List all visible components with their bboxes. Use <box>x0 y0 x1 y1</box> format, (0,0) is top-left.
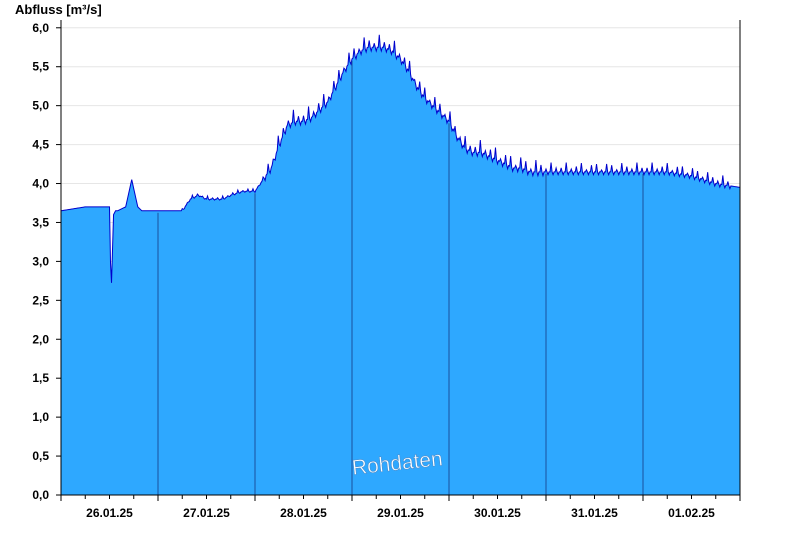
x-tick-label: 30.01.25 <box>474 506 521 520</box>
y-tick-label: 1,5 <box>32 371 49 385</box>
y-tick-label: 5,0 <box>32 99 49 113</box>
y-tick-label: 2,5 <box>32 293 49 307</box>
y-tick-label: 4,0 <box>32 177 49 191</box>
x-axis-ticks: 26.01.25 27.01.25 28.01.25 29.01.25 30.01.25… <box>60 495 741 520</box>
day-dividers <box>157 60 644 495</box>
x-tick-label: 28.01.25 <box>280 506 327 520</box>
y-tick-label: 6,0 <box>32 21 49 35</box>
y-tick-label: 1,0 <box>32 410 49 424</box>
y-tick-label: 4,5 <box>32 138 49 152</box>
y-axis-label: Abfluss [m³/s] <box>15 2 102 17</box>
y-tick-label: 5,5 <box>32 60 49 74</box>
x-tick-label: 01.02.25 <box>668 506 715 520</box>
discharge-line <box>60 34 741 283</box>
x-tick-label: 26.01.25 <box>86 506 133 520</box>
y-tick-label: 3,5 <box>32 215 49 229</box>
x-tick-label: 31.01.25 <box>571 506 618 520</box>
discharge-area <box>61 34 740 496</box>
y-tick-label: 3,0 <box>32 254 49 268</box>
y-axis-ticks: 0,0 0,5 1,0 1,5 2,0 2,5 3,0 3,5 4,0 4,5 5,0 5,5 6,0 <box>32 21 61 502</box>
y-tick-label: 0,5 <box>32 449 49 463</box>
x-tick-label: 27.01.25 <box>183 506 230 520</box>
y-tick-label: 2,0 <box>32 332 49 346</box>
y-tick-label: 0,0 <box>32 488 49 502</box>
x-tick-label: 29.01.25 <box>377 506 424 520</box>
